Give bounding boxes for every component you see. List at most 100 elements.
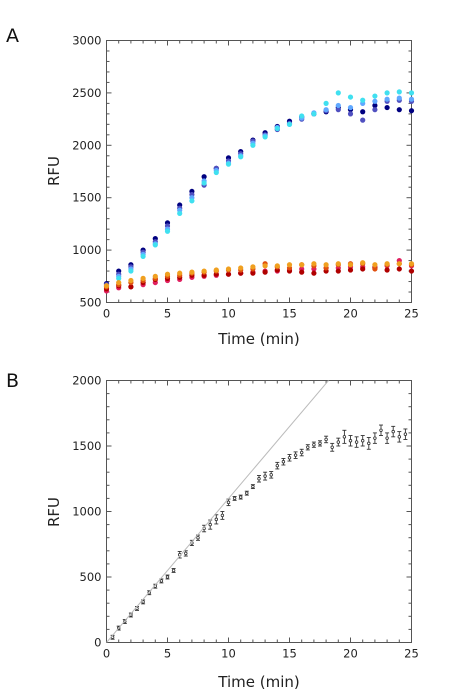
x-axis-label-a: Time (min): [217, 330, 299, 348]
data-point: [262, 134, 268, 140]
data-point: [128, 268, 134, 274]
data-point: [396, 89, 402, 95]
data-point: [323, 262, 329, 268]
data-point: [225, 271, 232, 277]
data-point: [141, 600, 145, 604]
data-point: [103, 283, 110, 289]
data-point: [225, 161, 232, 167]
data-point: [287, 456, 292, 460]
data-point: [335, 261, 341, 267]
y-tick-label: 500: [80, 570, 102, 584]
data-point: [238, 265, 244, 271]
y-tick-label: 0: [94, 636, 101, 650]
data-point: [281, 460, 286, 464]
data-point: [269, 473, 273, 477]
data-point: [391, 429, 395, 434]
series-b-1: [106, 380, 329, 643]
data-point: [152, 273, 158, 279]
panel-label-b: B: [6, 370, 19, 392]
data-point: [189, 198, 195, 204]
y-tick-label: 1500: [72, 439, 101, 453]
data-point: [347, 94, 354, 100]
data-point: [354, 440, 359, 444]
data-point: [347, 104, 354, 111]
data-point: [116, 279, 122, 286]
data-point: [335, 107, 341, 113]
x-tick-label: 0: [103, 647, 110, 661]
data-point: [140, 275, 146, 281]
data-point: [336, 440, 340, 444]
series-a-1: [103, 97, 415, 288]
data-point: [208, 522, 212, 527]
data-point: [201, 180, 207, 186]
series-a-5: [103, 265, 415, 292]
data-point: [385, 436, 389, 440]
data-point: [225, 266, 232, 272]
y-tick-label: 1000: [72, 243, 101, 257]
data-point: [396, 107, 402, 113]
data-point: [286, 262, 293, 268]
data-point: [323, 100, 329, 106]
data-point: [360, 117, 366, 123]
series-a-4: [103, 257, 415, 294]
data-point: [201, 268, 207, 274]
data-point: [238, 154, 244, 160]
y-tick-label: 2000: [72, 374, 101, 388]
plot-frame-b: [106, 380, 412, 643]
data-point: [250, 264, 256, 270]
x-tick-label: 0: [103, 307, 110, 321]
x-tick-label: 20: [343, 647, 358, 661]
data-point: [189, 269, 195, 275]
data-point: [213, 267, 219, 273]
data-point: [214, 517, 218, 522]
data-point: [318, 441, 322, 446]
data-point: [275, 463, 279, 468]
series-a-6: [103, 261, 415, 290]
data-point: [213, 169, 219, 176]
data-point: [299, 269, 305, 275]
y-tick-label: 2500: [72, 86, 101, 100]
data-point: [220, 513, 225, 518]
data-point: [274, 125, 280, 132]
data-point: [347, 262, 354, 268]
data-point: [403, 432, 408, 436]
data-point: [263, 474, 267, 478]
data-point: [396, 95, 402, 101]
plot-frame-a: [106, 40, 412, 303]
fit-line: [106, 380, 329, 643]
data-point: [140, 253, 146, 259]
data-point: [360, 97, 366, 103]
data-point: [330, 445, 334, 450]
data-point: [347, 111, 354, 117]
y-tick-label: 1000: [72, 505, 101, 519]
data-point: [250, 270, 256, 276]
data-point: [177, 210, 183, 217]
series-a-2: [103, 95, 415, 289]
data-point: [408, 108, 415, 114]
data-point: [335, 90, 341, 96]
data-point: [232, 496, 237, 501]
x-tick-label: 5: [164, 647, 171, 661]
data-point: [196, 536, 200, 540]
data-point: [311, 261, 317, 267]
data-point: [384, 90, 390, 96]
data-point: [164, 228, 171, 234]
data-point: [360, 260, 366, 266]
data-point: [379, 428, 383, 432]
data-point: [372, 262, 378, 268]
data-point: [262, 269, 268, 275]
data-point: [397, 435, 401, 439]
data-point: [250, 142, 256, 148]
data-point: [159, 579, 164, 583]
data-point: [408, 96, 415, 102]
data-point: [299, 113, 305, 119]
data-point: [306, 445, 310, 450]
data-point: [348, 439, 353, 443]
x-tick-label: 15: [282, 647, 297, 661]
data-point: [184, 551, 188, 556]
panel-label-a: A: [6, 25, 19, 47]
data-point: [384, 96, 390, 102]
data-point: [262, 263, 268, 269]
data-point: [312, 442, 316, 447]
